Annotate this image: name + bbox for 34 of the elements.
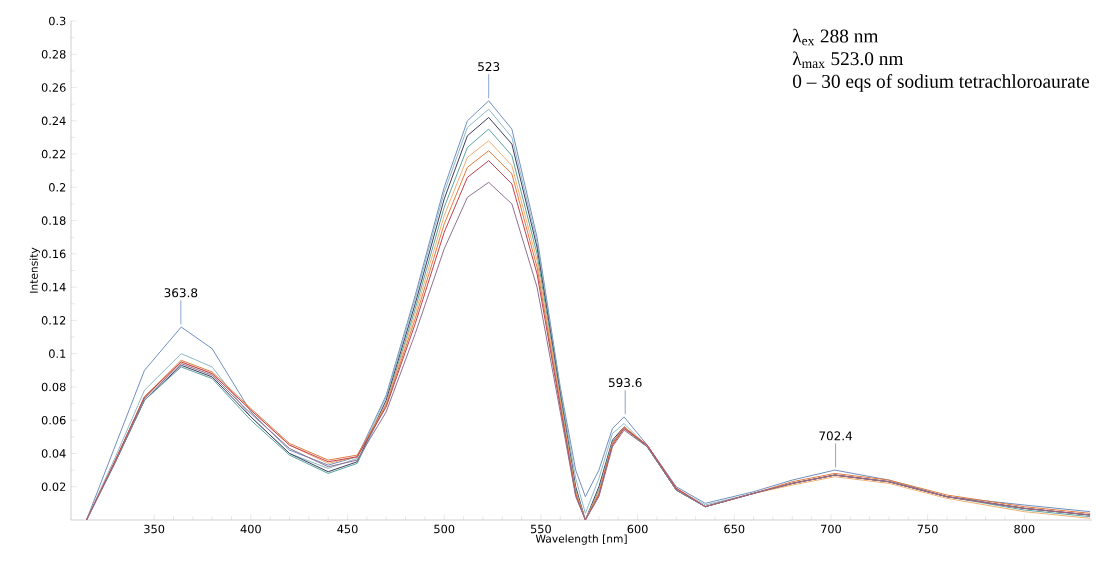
- y-axis-title: Intensity: [29, 247, 40, 293]
- x-tick-label: 400: [240, 524, 261, 534]
- x-tick-label: 450: [337, 524, 358, 534]
- y-tick-label: 0.2: [49, 183, 66, 192]
- annotation: λ$_{ex}$ 288 nm: [792, 28, 879, 46]
- x-tick-label: 700: [821, 524, 842, 534]
- x-tick-label: 650: [724, 524, 745, 534]
- y-tick-label: 0.3: [49, 16, 66, 26]
- x-tick-label: 600: [627, 524, 648, 534]
- annotation: 0 – 30 eqs of sodium tetrachloroaurate: [793, 74, 1090, 92]
- annotation: λ$_{max}$ 523.0 nm: [792, 51, 904, 69]
- x-tick-label: 350: [144, 524, 165, 534]
- y-tick-label: 0.06: [41, 415, 66, 425]
- x-tick-label: 800: [1014, 524, 1035, 534]
- y-tick-label: 0.1: [49, 349, 66, 358]
- y-tick-label: 0.04: [41, 449, 66, 458]
- x-tick-label: 500: [434, 524, 455, 534]
- y-tick-label: 0.24: [41, 116, 66, 126]
- annotation: 523: [478, 62, 500, 72]
- y-tick-label: 0.18: [41, 216, 66, 225]
- y-tick-label: 0.02: [41, 482, 66, 492]
- annotation: 702.4: [819, 431, 853, 441]
- annotation: 593.6: [608, 378, 642, 388]
- y-tick-label: 0.22: [41, 149, 66, 159]
- y-tick-label: 0.08: [41, 382, 66, 392]
- y-tick-label: 0.14: [41, 282, 66, 292]
- y-tick-label: 0.26: [41, 83, 66, 92]
- annotation: 363.8: [164, 288, 198, 298]
- x-axis-title: Wavelength [nm]: [535, 534, 627, 545]
- y-tick-label: 0.28: [41, 49, 66, 59]
- x-tick-label: 750: [917, 524, 938, 534]
- y-tick-label: 0.16: [41, 249, 66, 259]
- x-tick-label: 550: [530, 524, 551, 534]
- y-tick-label: 0.12: [41, 316, 66, 325]
